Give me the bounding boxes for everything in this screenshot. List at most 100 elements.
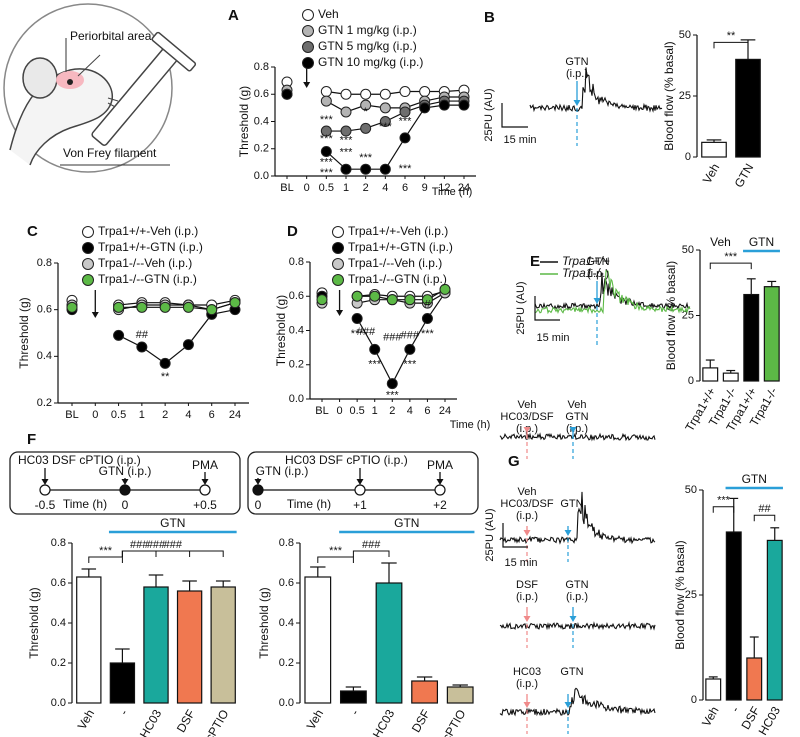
legend-label: Veh (318, 7, 339, 21)
x-tick-label: 2 (389, 405, 395, 417)
y-tick-label: 0.4 (254, 115, 269, 127)
data-point (379, 88, 391, 100)
filament-head (151, 31, 197, 72)
data-point (182, 301, 194, 313)
y-tick-label: 0 (691, 694, 697, 706)
data-point (281, 88, 293, 100)
trace-label: GTN (565, 411, 588, 423)
data-point (340, 106, 352, 118)
bar (210, 586, 236, 704)
time-point (199, 484, 211, 496)
trace-label: (i.p.) (516, 591, 538, 603)
legend-label: GTN 10 mg/kg (i.p.) (318, 55, 423, 69)
significance-bracket (709, 262, 752, 270)
legend-marker (302, 57, 314, 69)
trace-label: (i.p.) (587, 268, 609, 280)
bar (701, 141, 727, 158)
x-tick-label: 1 (343, 182, 349, 194)
legend-marker (302, 41, 314, 53)
legend-marker (302, 9, 314, 21)
trace-label: GTN (560, 666, 583, 678)
legend-label: Trpa1-/--Veh (i.p.) (98, 256, 192, 270)
bar (705, 678, 722, 701)
time-label: 0 (122, 498, 129, 512)
data-point (182, 339, 194, 351)
panel-label: B (484, 9, 495, 26)
data-point (404, 343, 416, 355)
blood-flow-trace (499, 432, 656, 442)
x-tick-label: 4 (185, 409, 191, 421)
data-point (386, 294, 398, 306)
data-point (113, 329, 125, 341)
y-tick-label: 0.4 (51, 617, 66, 629)
bar (702, 367, 719, 382)
x-tick-label: - (728, 704, 742, 714)
significance-bracket (713, 41, 749, 49)
bar (375, 582, 403, 704)
data-point (458, 99, 470, 111)
scale-bar (502, 523, 528, 548)
trace-label: (i.p.) (566, 423, 588, 435)
time-axis-label: Time (h) (287, 497, 331, 511)
bar (763, 286, 780, 382)
x-tick-label: HC03 (756, 704, 784, 737)
trace-label: GTN (565, 56, 588, 68)
scale-label: 25PU (AU) (515, 281, 527, 334)
data-point (159, 357, 171, 369)
arrow-head (436, 479, 444, 485)
significance-bracket (712, 506, 735, 513)
y-axis-label: Threshold (g) (17, 297, 31, 368)
time-point (354, 484, 366, 496)
arrow-head (336, 310, 344, 316)
data-point (320, 86, 332, 98)
mouse-eye (67, 79, 73, 85)
time-point (434, 484, 446, 496)
schematic-label: PMA (427, 458, 453, 472)
annotation: *** (379, 121, 393, 133)
series-line (118, 299, 236, 306)
x-tick-label: 0 (304, 182, 310, 194)
data-point (439, 283, 451, 295)
data-point (206, 304, 218, 316)
annotation: ### (147, 539, 166, 551)
data-point (379, 102, 391, 114)
time-label: +0.5 (193, 498, 217, 512)
annotation: ** (161, 371, 170, 383)
y-tick-label: 0.6 (37, 304, 52, 316)
bar (446, 686, 474, 704)
scale-bar (501, 103, 528, 128)
x-tick-label: Veh (699, 704, 721, 729)
annotation: *** (421, 328, 435, 340)
y-tick-label: 0.4 (279, 617, 294, 629)
annotation: ### (130, 539, 149, 551)
annotation: *** (320, 133, 334, 145)
y-axis-label: Threshold (g) (237, 86, 251, 157)
data-point (360, 163, 372, 175)
data-point (419, 86, 431, 98)
significance-bracket (753, 514, 776, 522)
y-tick-label: 0.2 (37, 397, 52, 409)
x-tick-label: GTN (732, 161, 757, 190)
x-tick-label: 1 (139, 409, 145, 421)
y-tick-label: 25 (682, 309, 694, 321)
x-tick-label: 0 (92, 409, 98, 421)
annotation: ### (362, 539, 381, 551)
y-tick-label: 50 (682, 244, 694, 256)
annotation: ### (401, 330, 420, 342)
y-tick-label: 0.0 (279, 697, 294, 709)
bar (766, 539, 783, 701)
arrow-head (573, 100, 581, 106)
data-point (320, 145, 332, 157)
data-point (379, 116, 391, 127)
schematic-frame (9, 451, 241, 515)
trace-label: Veh (518, 399, 537, 411)
annotation: *** (329, 545, 343, 557)
panel-label: A (228, 7, 239, 24)
bar (725, 531, 742, 701)
x-tick-label: BL (65, 409, 78, 421)
blood-flow-trace (529, 67, 663, 113)
y-axis-label: Threshold (g) (27, 587, 41, 658)
group-label: GTN (394, 516, 419, 530)
y-axis-label: Blood flow (% basal) (673, 540, 687, 649)
annotation: *** (351, 328, 365, 340)
